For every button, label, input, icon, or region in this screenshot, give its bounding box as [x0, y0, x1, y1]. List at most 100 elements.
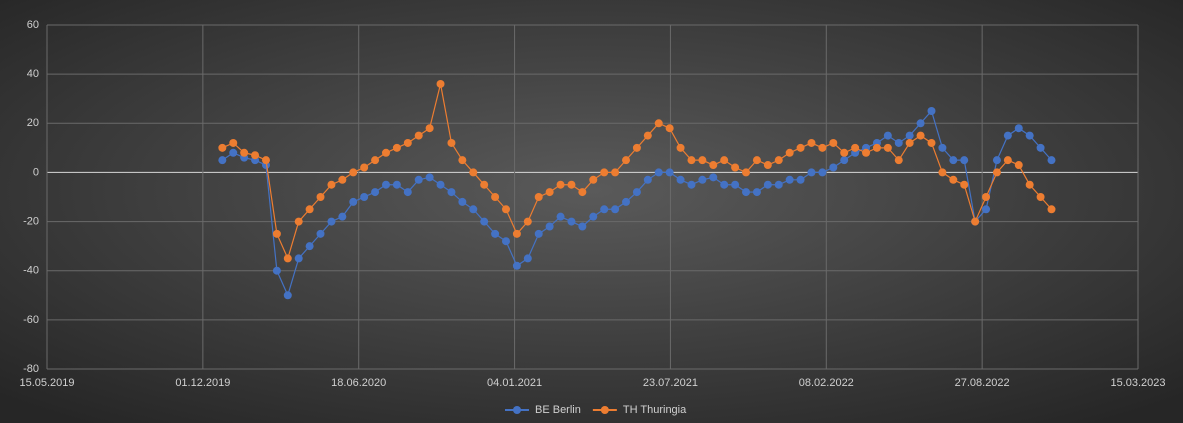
data-point — [327, 217, 336, 226]
data-point — [316, 229, 325, 238]
data-point — [414, 131, 423, 140]
x-tick-label: 23.07.2021 — [643, 377, 698, 389]
data-point — [763, 180, 772, 189]
data-point — [589, 175, 598, 184]
data-point — [611, 205, 620, 214]
data-point — [447, 188, 456, 197]
data-point — [752, 188, 761, 197]
legend-label: BE Berlin — [535, 404, 581, 416]
data-point — [1047, 156, 1056, 165]
data-point — [709, 161, 718, 170]
data-point — [862, 148, 871, 157]
data-point — [982, 193, 991, 201]
legend-marker — [600, 406, 609, 414]
data-point — [818, 168, 827, 177]
data-point — [927, 107, 936, 115]
data-point — [916, 131, 925, 140]
data-point — [927, 138, 936, 147]
data-point — [840, 156, 849, 165]
data-point — [774, 156, 783, 165]
data-point — [698, 175, 707, 184]
data-point — [218, 143, 227, 152]
data-point — [742, 188, 751, 197]
data-point — [414, 175, 423, 184]
data-point — [425, 173, 434, 182]
data-point — [676, 175, 685, 184]
data-point — [272, 266, 281, 275]
data-point — [294, 217, 303, 226]
data-point — [556, 180, 565, 189]
data-point — [436, 79, 445, 88]
data-point — [512, 261, 521, 270]
data-point — [305, 205, 314, 214]
x-tick-label: 08.02.2022 — [799, 377, 854, 389]
data-point — [960, 180, 969, 189]
legend-label: TH Thuringia — [623, 404, 687, 416]
data-point — [905, 138, 914, 147]
data-point — [589, 212, 598, 221]
x-tick-label: 04.01.2021 — [487, 377, 542, 389]
data-point — [1047, 205, 1056, 214]
data-point — [458, 156, 467, 165]
data-point — [1025, 180, 1034, 189]
data-point — [501, 237, 510, 246]
data-point — [338, 175, 347, 184]
data-point — [545, 188, 554, 197]
data-point — [720, 156, 729, 165]
data-point — [469, 205, 478, 214]
data-point — [632, 188, 641, 197]
data-point — [371, 188, 380, 197]
data-point — [1036, 143, 1045, 152]
data-point — [229, 138, 238, 147]
data-point — [731, 180, 740, 189]
data-point — [491, 229, 500, 238]
data-point — [665, 168, 674, 177]
data-point — [829, 163, 838, 172]
data-point — [622, 197, 631, 206]
data-point — [240, 148, 249, 157]
data-point — [1003, 156, 1012, 165]
data-point — [1014, 124, 1023, 133]
data-point — [305, 242, 314, 251]
data-point — [763, 161, 772, 170]
data-point — [992, 168, 1001, 177]
data-point — [480, 217, 489, 226]
data-point — [938, 168, 947, 177]
data-point — [785, 148, 794, 157]
data-point — [676, 143, 685, 152]
data-point — [720, 180, 729, 189]
data-point — [807, 138, 816, 147]
data-point — [971, 217, 980, 226]
data-point — [491, 193, 500, 201]
data-point — [523, 254, 532, 263]
data-point — [425, 124, 434, 133]
data-point — [294, 254, 303, 263]
data-point — [632, 143, 641, 152]
data-point — [578, 222, 587, 231]
data-point — [992, 156, 1001, 165]
data-point — [600, 205, 609, 214]
data-point — [643, 131, 652, 140]
data-point — [949, 175, 958, 184]
data-point — [392, 180, 401, 189]
data-point — [1025, 131, 1034, 140]
data-point — [774, 180, 783, 189]
data-point — [872, 143, 881, 152]
data-point — [851, 143, 860, 152]
data-point — [1003, 131, 1012, 140]
data-point — [600, 168, 609, 177]
data-point — [349, 168, 358, 177]
data-point — [796, 143, 805, 152]
data-point — [229, 148, 238, 157]
data-point — [1036, 193, 1045, 201]
y-tick-label: -80 — [23, 363, 39, 375]
data-point — [512, 229, 521, 238]
data-point — [523, 217, 532, 226]
data-point — [742, 168, 751, 177]
data-point — [360, 193, 369, 201]
data-point — [894, 156, 903, 165]
data-point — [840, 148, 849, 157]
data-point — [283, 291, 292, 300]
